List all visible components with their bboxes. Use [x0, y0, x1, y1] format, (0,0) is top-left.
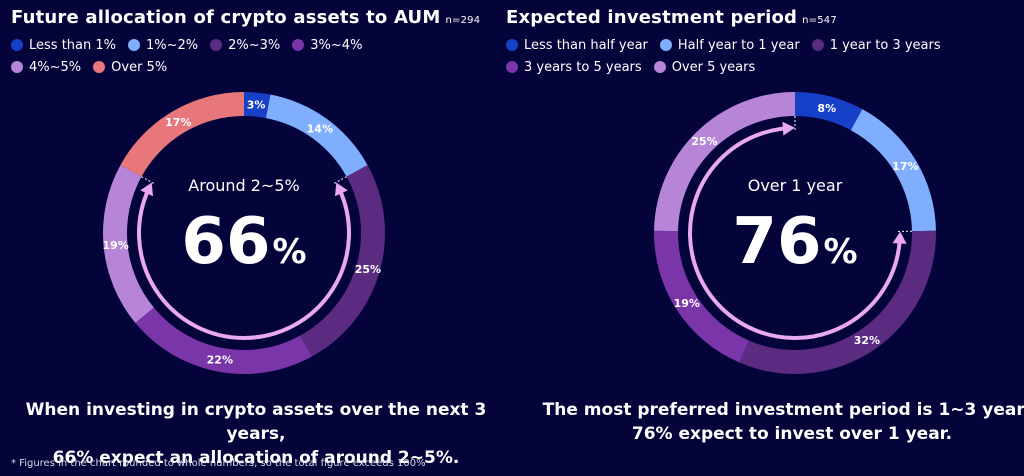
range-boundary-marker: [332, 176, 347, 185]
caption-line: The most preferred investment period is …: [542, 400, 1024, 420]
center-value-unit: %: [823, 232, 857, 272]
legend-swatch: [659, 39, 672, 51]
caption-line: 66% expect an allocation of around 2~5%.: [52, 448, 460, 468]
legend-label: Over 5 years: [671, 59, 756, 75]
donut-slice-4-5: [103, 165, 154, 323]
legend-item: Over 5%: [93, 60, 167, 75]
sample-size: n=294: [445, 15, 481, 26]
legend: Less than half year Half year to 1 year 1 …: [506, 34, 976, 78]
range-arrow-head-end: [782, 121, 795, 136]
legend-label: Less than half year: [524, 37, 648, 53]
donut-slice-3-4: [135, 307, 312, 374]
slice-value-label: 14%: [307, 123, 333, 136]
slice-value-label: 22%: [207, 354, 233, 367]
allocation-panel: Future allocation of crypto assets to AU…: [0, 7, 512, 470]
legend-item: Over 5 years: [653, 59, 756, 75]
slice-value-label: 19%: [102, 239, 128, 252]
slice-value-label: 3%: [247, 99, 266, 112]
legend-swatch: [506, 39, 518, 51]
legend-swatch: [506, 61, 518, 73]
legend-swatch: [11, 39, 23, 51]
legend-label: Over 5%: [111, 59, 168, 75]
slice-value-label: 25%: [355, 263, 381, 276]
center-label: Over 1 year: [748, 176, 843, 195]
legend-item: 2%~3%: [210, 38, 280, 53]
legend-item: 1 year to 3 years: [811, 37, 941, 53]
legend-row: 4%~5% Over 5%: [11, 56, 481, 78]
legend-label: 1%~2%: [146, 37, 199, 53]
range-arrow-head-start: [892, 231, 907, 244]
legend-row: Less than half year Half year to 1 year 1 …: [506, 34, 976, 56]
center-label: Around 2~5%: [188, 176, 299, 195]
legend-item: 3%~4%: [292, 38, 362, 53]
chart-caption: When investing in crypto assets over the…: [0, 398, 512, 470]
donut-slice-1-year-to-3-years: [739, 230, 936, 375]
donut-slice-3-years-to-5-years: [654, 230, 749, 363]
slice-value-label: 17%: [165, 116, 191, 129]
legend-swatch: [292, 39, 305, 51]
legend-item: Less than 1%: [11, 38, 116, 53]
allocation-donut-chart: 3% 14% 25% 22% 19% 17% Around 2~5% 66%: [102, 92, 385, 374]
legend-label: Half year to 1 year: [677, 37, 800, 53]
slice-value-label: 25%: [691, 135, 717, 148]
range-arrow-arc: [688, 126, 902, 340]
legend-item: 3 years to 5 years: [506, 60, 642, 75]
legend-label: 2%~3%: [228, 37, 281, 53]
center-value-number: 66: [181, 205, 270, 279]
investment-period-donut-chart: 8% 17% 32% 19% 25% Over 1 year 76%: [654, 92, 936, 375]
donut-slice-over-5-years: [654, 92, 795, 232]
legend-swatch: [11, 61, 23, 73]
legend-swatch: [93, 61, 106, 73]
chart-caption: The most preferred investment period is …: [536, 398, 1024, 446]
investment-period-panel: Expected investment period n=547 Less tha…: [506, 0, 1024, 476]
slice-value-label: 17%: [892, 160, 918, 173]
legend-item: 1%~2%: [128, 38, 198, 53]
legend-label: 3 years to 5 years: [524, 59, 642, 75]
range-arrow-arc: [137, 186, 351, 340]
legend-label: 4%~5%: [29, 59, 82, 75]
legend-swatch: [128, 39, 140, 51]
legend-label: 3%~4%: [310, 37, 363, 53]
center-value: 76%: [732, 205, 857, 279]
legend-label: Less than 1%: [29, 37, 116, 53]
legend-swatch: [653, 61, 666, 73]
center-value: 66%: [181, 205, 306, 279]
footnote: * Figures in the chart rounded to whole …: [11, 458, 426, 469]
center-value-number: 76: [732, 205, 821, 279]
legend-item: 4%~5%: [11, 60, 81, 75]
slice-value-label: 19%: [674, 297, 700, 310]
donut-slice-2-3: [300, 165, 385, 357]
donut-slice-half-year-to-1-year: [850, 109, 936, 232]
chart-title: Future allocation of crypto assets to AU…: [11, 7, 481, 28]
donut-slice-less-than-1: [244, 92, 271, 119]
range-arrow-head-start: [334, 182, 348, 197]
donut-slice-less-than-half-year: [795, 92, 863, 131]
caption-line: 76% expect to invest over 1 year.: [631, 424, 953, 444]
chart-title: Expected investment period n=547: [506, 7, 837, 28]
legend: Less than 1% 1%~2% 2%~3% 3%~4% 4%~5% Over 5%: [11, 34, 481, 78]
legend-swatch: [811, 39, 824, 51]
legend-item: Half year to 1 year: [659, 37, 800, 53]
slice-value-label: 32%: [854, 334, 880, 347]
sample-size: n=547: [802, 15, 837, 26]
slice-value-label: 8%: [817, 102, 836, 115]
legend-label: 1 year to 3 years: [829, 37, 941, 53]
range-arrow-head-end: [140, 182, 154, 197]
legend-row: 3 years to 5 years Over 5 years: [506, 56, 976, 78]
legend-swatch: [210, 39, 223, 51]
center-value-unit: %: [272, 232, 306, 272]
caption-line: When investing in crypto assets over the…: [25, 400, 487, 444]
legend-item: Less than half year: [506, 38, 648, 53]
range-boundary-marker: [141, 176, 156, 185]
legend-row: Less than 1% 1%~2% 2%~3% 3%~4%: [11, 34, 481, 56]
donut-slice-over-5: [120, 92, 244, 177]
donut-slice-1-2: [265, 94, 368, 177]
